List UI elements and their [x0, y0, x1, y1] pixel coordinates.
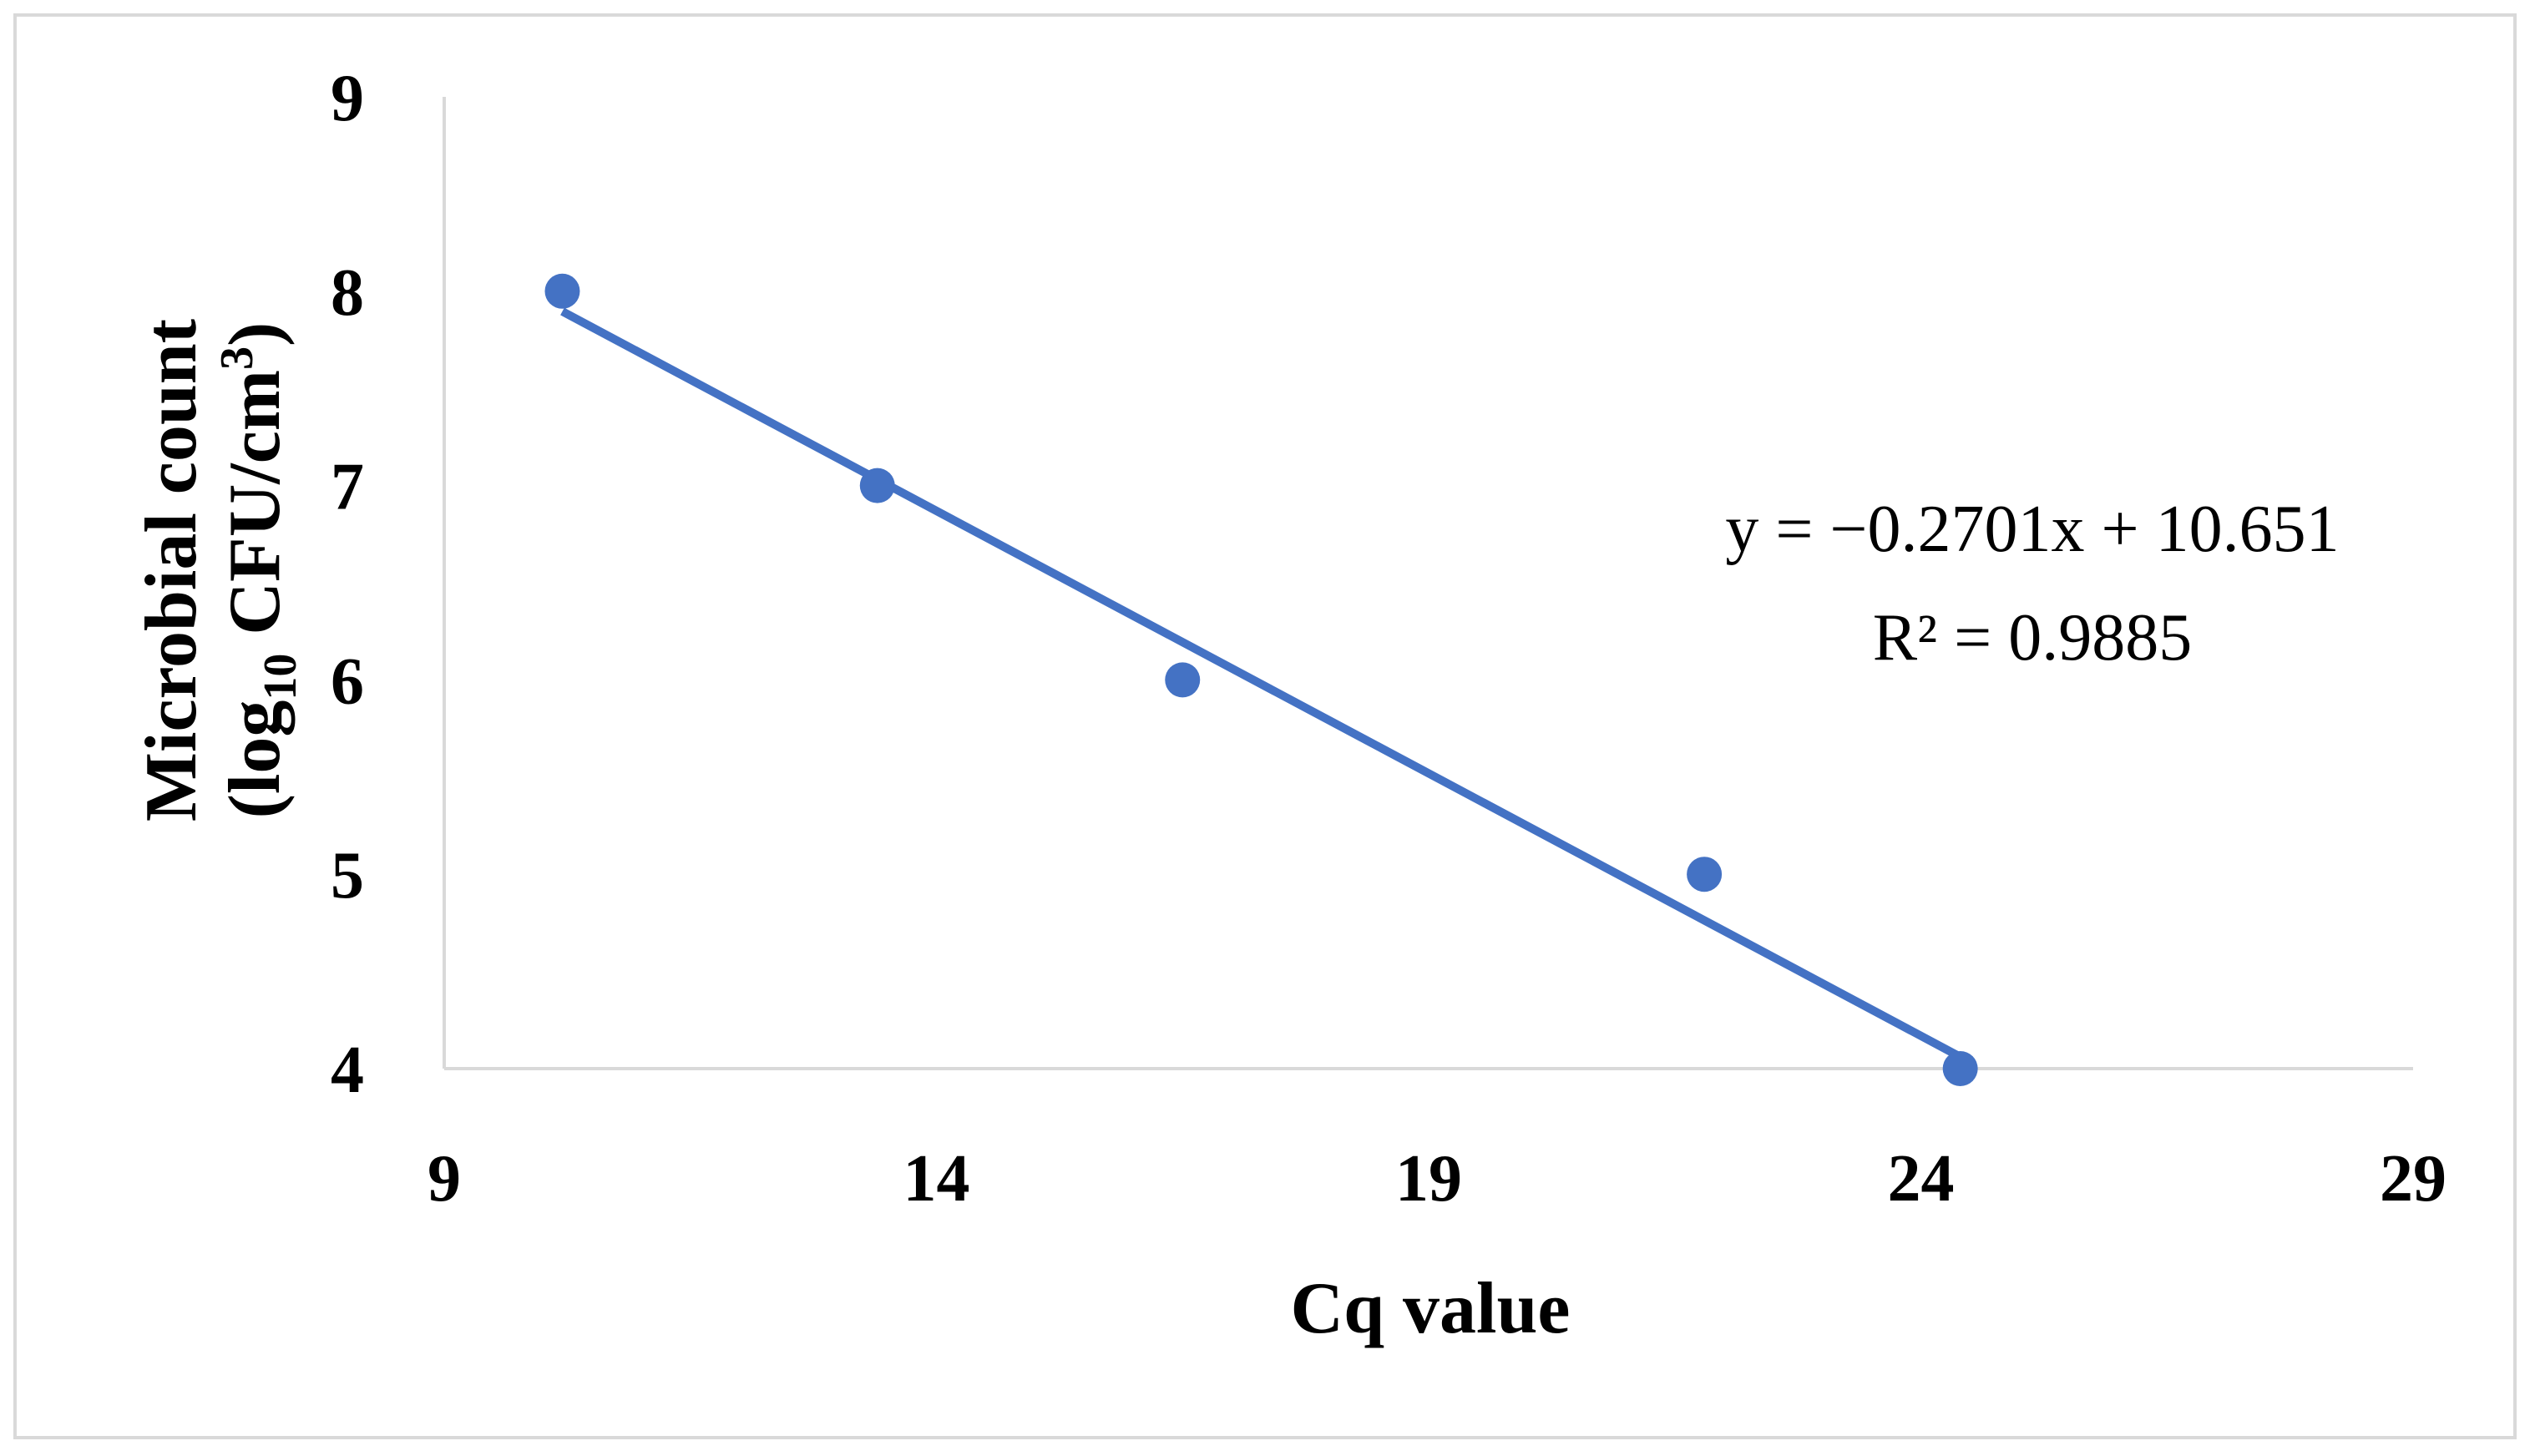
y-tick-label: 9: [331, 62, 364, 135]
y-tick-label: 4: [331, 1034, 364, 1107]
y-tick-label: 6: [331, 645, 364, 718]
x-tick-label: 29: [2380, 1142, 2446, 1216]
y-axis-title-line-2: (log10 CFU/cm3): [211, 322, 306, 819]
data-point: [1942, 1051, 1978, 1086]
data-points: [544, 273, 1978, 1086]
tick-labels: 4 5 6 7 8 9 9 14 19 24 29: [331, 62, 2446, 1216]
y-axis-title-line-1: Microbial count: [131, 319, 212, 822]
chart-frame: [13, 13, 2517, 1439]
x-tick-label: 24: [1888, 1142, 1955, 1216]
y-axis-unit-middle: CFU/cm: [215, 370, 296, 654]
axes: [443, 97, 2413, 1070]
trendline-layer: [560, 307, 1963, 1061]
trendline: [560, 307, 1963, 1061]
trendline-r-squared-text: R² = 0.9885: [1873, 601, 2192, 675]
y-tick-label: 8: [331, 256, 364, 330]
y-tick-label: 5: [331, 839, 364, 913]
data-point: [544, 273, 580, 309]
x-tick-label: 14: [903, 1142, 970, 1216]
y-axis-unit-suffix: ): [215, 322, 296, 346]
y-tick-label: 7: [331, 451, 364, 524]
y-axis-unit-subscript: 10: [255, 654, 306, 700]
data-point: [1165, 662, 1201, 698]
trendline-equation-text: y = −0.2701x + 10.651: [1725, 493, 2339, 566]
data-point: [859, 468, 895, 503]
x-tick-label: 9: [428, 1142, 461, 1216]
y-axis-unit-prefix: (log: [215, 700, 296, 819]
y-axis-title: Microbial count (log10 CFU/cm3): [131, 319, 306, 822]
data-point: [1687, 857, 1723, 892]
y-axis-unit-superscript: 3: [211, 346, 263, 370]
x-tick-label: 19: [1395, 1142, 1462, 1216]
x-axis-title: Cq value: [1291, 1268, 1571, 1349]
trendline-equation: y = −0.2701x + 10.651 R² = 0.9885: [1725, 493, 2339, 675]
